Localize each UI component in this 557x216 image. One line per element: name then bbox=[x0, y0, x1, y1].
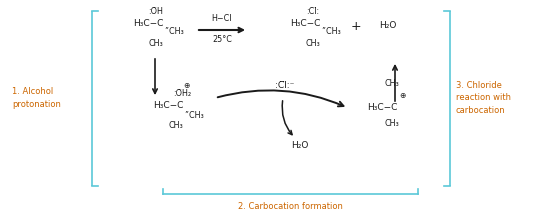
Text: ⊕: ⊕ bbox=[399, 92, 405, 100]
Text: 3. Chloride
reaction with
carbocation: 3. Chloride reaction with carbocation bbox=[456, 81, 511, 115]
Text: CH₃: CH₃ bbox=[149, 40, 163, 49]
Text: CH₃: CH₃ bbox=[385, 119, 399, 127]
Text: H₃C−C: H₃C−C bbox=[290, 19, 320, 29]
Text: :C̈l̈:⁻: :C̈l̈:⁻ bbox=[275, 81, 295, 91]
Text: H₂O: H₂O bbox=[291, 141, 309, 151]
Text: +: + bbox=[351, 19, 361, 32]
Text: :ÖH: :ÖH bbox=[149, 6, 163, 16]
Text: ’’CH₃: ’’CH₃ bbox=[164, 27, 184, 37]
Text: 1. Alcohol
protonation: 1. Alcohol protonation bbox=[12, 87, 61, 109]
Text: CH₃: CH₃ bbox=[306, 40, 320, 49]
Text: ’’CH₃: ’’CH₃ bbox=[184, 111, 204, 119]
Text: 25°C: 25°C bbox=[212, 35, 232, 44]
Text: H₃C−C: H₃C−C bbox=[153, 102, 183, 111]
Text: H₂O: H₂O bbox=[379, 22, 397, 30]
Text: H₃C−C: H₃C−C bbox=[367, 103, 397, 113]
Text: H₃C−C: H₃C−C bbox=[133, 19, 163, 29]
Text: :ÖH₂: :ÖH₂ bbox=[173, 89, 191, 98]
Text: H−Cl: H−Cl bbox=[212, 14, 232, 23]
Text: CH₃: CH₃ bbox=[169, 121, 183, 130]
Text: CH₃: CH₃ bbox=[385, 78, 399, 87]
Text: :C̈l̈:: :C̈l̈: bbox=[306, 6, 320, 16]
Text: ’’CH₃: ’’CH₃ bbox=[321, 27, 341, 37]
Text: 2. Carbocation formation: 2. Carbocation formation bbox=[238, 202, 343, 211]
Text: ⊕: ⊕ bbox=[183, 81, 189, 91]
